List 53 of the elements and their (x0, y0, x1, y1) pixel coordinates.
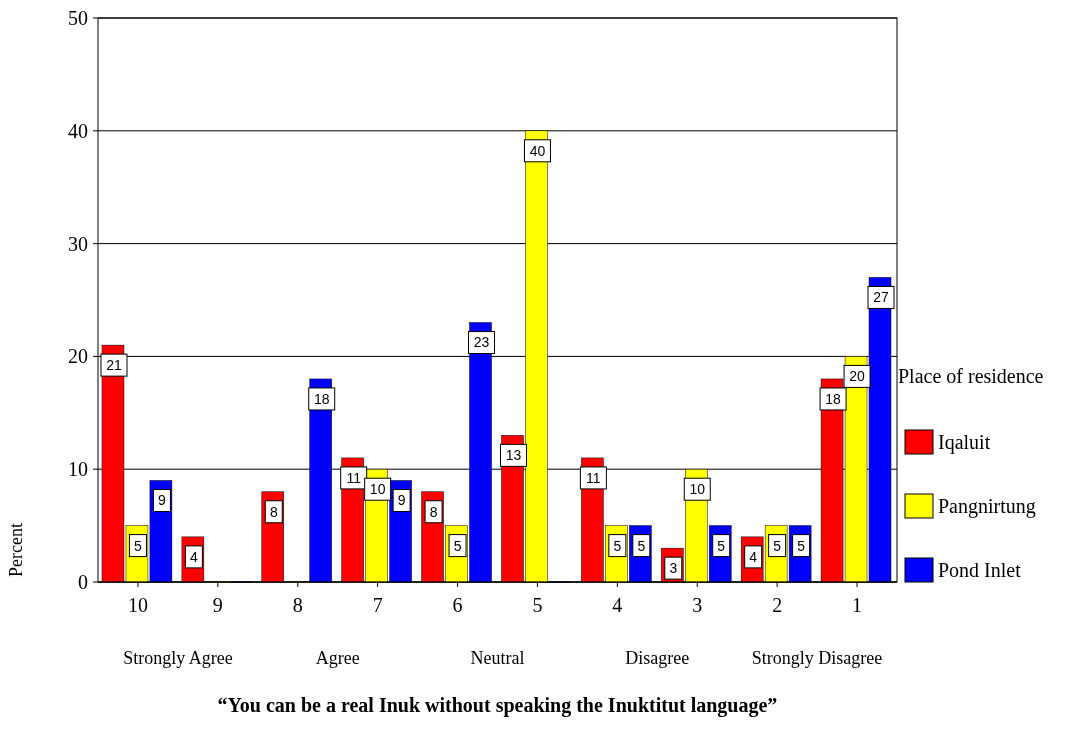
data-label: 11 (346, 469, 362, 486)
x-tick-label: 9 (212, 594, 223, 616)
text: Agree (315, 648, 360, 668)
data-label: 21 (106, 357, 122, 374)
data-label: 8 (429, 503, 438, 520)
text: Disagree (625, 648, 690, 668)
text: Strongly Agree (123, 648, 233, 668)
x-tick-label: 3 (692, 594, 703, 616)
y-tick-label: 40 (68, 119, 88, 142)
data-label: 5 (797, 537, 806, 554)
x-tick-label: 7 (372, 594, 383, 616)
data-label: 4 (189, 548, 198, 565)
data-label: 40 (529, 142, 546, 159)
data-label: 27 (873, 289, 890, 306)
data-label: 5 (717, 537, 726, 554)
data-label: 13 (505, 447, 522, 464)
text: Strongly Disagree (751, 648, 883, 668)
data-label: 23 (473, 334, 490, 351)
x-tick-label: 8 (292, 594, 303, 616)
data-label: 9 (397, 492, 406, 509)
x-tick-label: 1 (852, 594, 863, 616)
data-label: 20 (849, 368, 866, 385)
legend-label: Pangnirtung (938, 495, 1036, 518)
data-label: 18 (313, 390, 330, 407)
text: Neutral (470, 648, 525, 668)
legend-title: Place of residence (898, 365, 1044, 387)
y-tick-label: 0 (78, 571, 88, 593)
data-label: 5 (613, 537, 622, 554)
data-label: 4 (749, 548, 758, 565)
legend-label: Iqaluit (938, 431, 991, 454)
data-label: 10 (369, 481, 386, 498)
y-tick-label: 20 (68, 345, 88, 368)
x-tick-label: 6 (452, 594, 463, 616)
data-label: 5 (637, 537, 646, 554)
data-label: 5 (134, 537, 143, 554)
data-label: 11 (586, 469, 601, 486)
y-tick-label: 30 (68, 232, 88, 255)
data-label: 10 (689, 481, 706, 498)
x-tick-label: 2 (772, 594, 783, 616)
y-axis-title: Percent (6, 523, 26, 577)
y-tick-label: 50 (68, 7, 88, 29)
data-label: 18 (825, 390, 842, 407)
legend-label: Pond Inlet (938, 559, 1022, 581)
data-label: 5 (773, 537, 782, 554)
y-tick-label: 10 (68, 458, 88, 481)
data-label: 5 (453, 537, 462, 554)
x-tick-label: 4 (612, 594, 623, 616)
data-label: 9 (158, 492, 167, 509)
x-tick-label: 10 (127, 594, 148, 616)
data-label: 8 (269, 503, 278, 520)
data-label: 3 (669, 560, 678, 577)
x-tick-label: 5 (532, 594, 543, 616)
text: “You can be a real Inuk without speaking the Inuktitut language” (217, 694, 778, 717)
